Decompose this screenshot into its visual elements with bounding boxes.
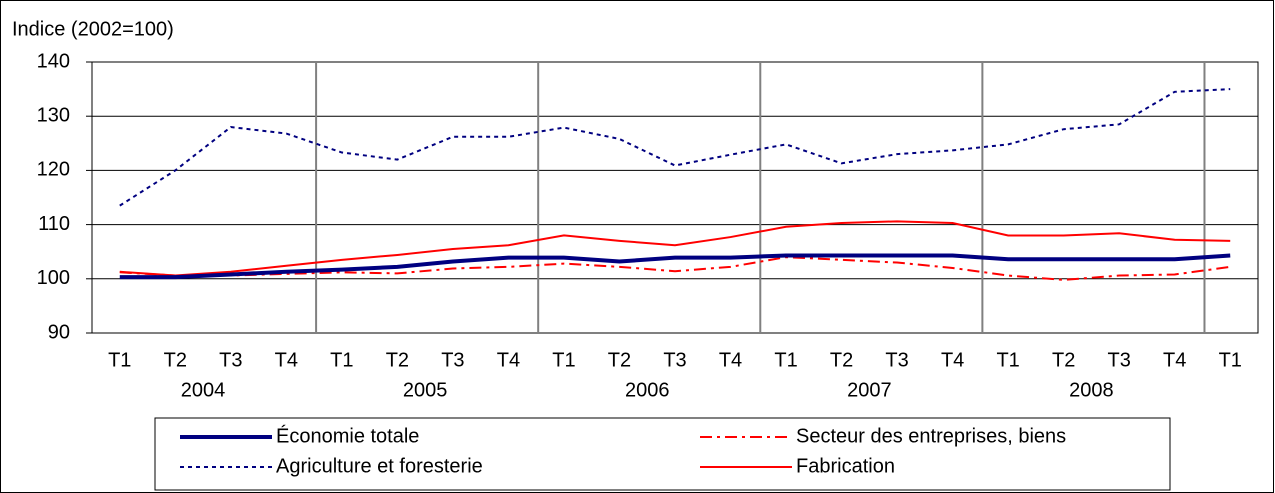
year-label: 2004 (181, 379, 226, 401)
x-tick-label: T3 (441, 349, 464, 371)
legend (154, 417, 1171, 491)
year-label: 2006 (625, 379, 670, 401)
year-label: 2007 (847, 379, 892, 401)
x-tick-label: T4 (1163, 349, 1186, 371)
x-tick-label: T2 (1052, 349, 1075, 371)
series-line (119, 88, 1231, 207)
series-line (119, 253, 1231, 280)
x-tick-label: T1 (552, 349, 575, 371)
legend-label: Secteur des entreprises, biens (796, 425, 1066, 447)
x-tick-label: T4 (719, 349, 742, 371)
x-tick-label: T3 (663, 349, 686, 371)
y-tick-label: 90 (48, 321, 70, 343)
x-tick-label: T1 (996, 349, 1019, 371)
x-tick-label: T2 (386, 349, 409, 371)
x-tick-label: T2 (164, 349, 187, 371)
x-tick-label: T2 (830, 349, 853, 371)
x-tick-label: T4 (497, 349, 520, 371)
x-tick-label: T4 (941, 349, 964, 371)
x-tick-label: T1 (108, 349, 131, 371)
legend-label: Économie totale (276, 424, 419, 447)
x-tick-label: T1 (1219, 349, 1242, 371)
legend-label: Fabrication (796, 455, 895, 477)
plot-area (91, 61, 1259, 334)
year-label: 2008 (1069, 379, 1114, 401)
y-tick-label: 140 (37, 50, 70, 72)
x-tick-label: T3 (885, 349, 908, 371)
y-tick-label: 100 (37, 267, 70, 289)
y-axis-label: Indice (2002=100) (12, 18, 174, 40)
series-line (119, 220, 1231, 277)
year-label: 2005 (403, 379, 448, 401)
y-tick-label: 110 (38, 213, 70, 235)
x-tick-label: T1 (330, 349, 353, 371)
x-tick-label: T1 (774, 349, 797, 371)
y-tick-label: 130 (37, 104, 70, 126)
x-tick-label: T4 (275, 349, 298, 371)
y-tick-label: 120 (37, 159, 70, 181)
x-tick-label: T3 (1108, 349, 1131, 371)
x-tick-label: T3 (219, 349, 242, 371)
x-tick-label: T2 (608, 349, 631, 371)
legend-label: Agriculture et foresterie (276, 455, 483, 477)
series-line (119, 256, 1231, 281)
